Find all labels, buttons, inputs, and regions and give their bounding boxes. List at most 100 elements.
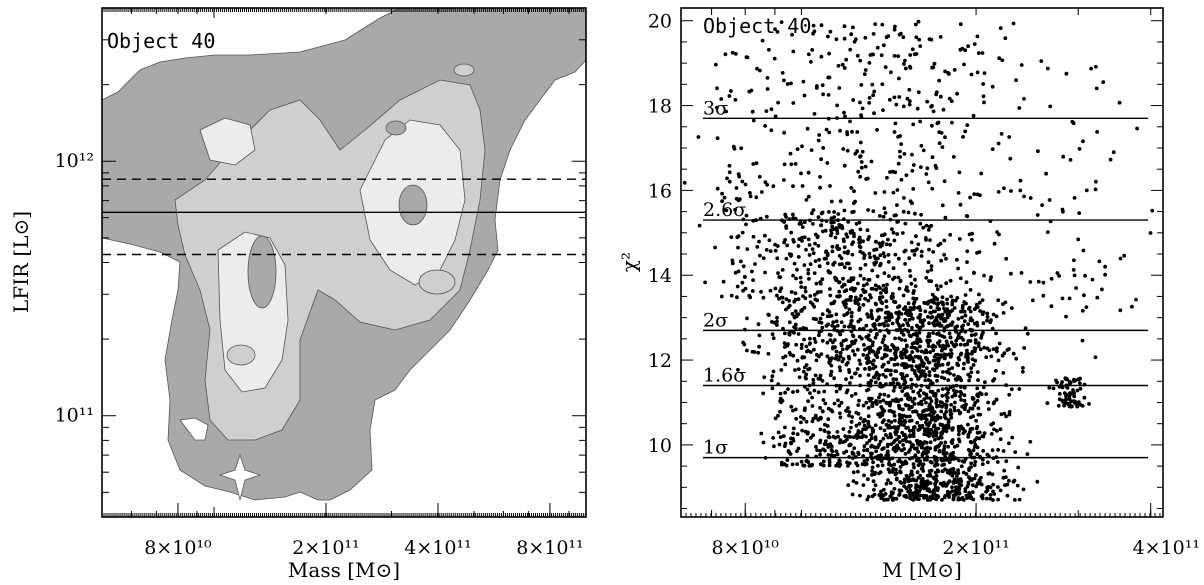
scatter-point (925, 366, 929, 371)
scatter-point (1082, 293, 1086, 298)
scatter-point (927, 497, 932, 501)
scatter-point (926, 344, 931, 348)
scatter-point (1071, 121, 1076, 126)
scatter-point (973, 460, 978, 464)
scatter-point (871, 460, 875, 465)
scatter-point (856, 281, 860, 286)
scatter-point (975, 445, 980, 450)
scatter-point (888, 381, 893, 386)
scatter-point (1055, 271, 1060, 275)
scatter-point (889, 420, 894, 424)
scatter-point (829, 444, 834, 449)
scatter-point (778, 409, 782, 414)
scatter-point (1022, 194, 1026, 199)
scatter-point (965, 348, 969, 353)
scatter-point (793, 407, 798, 412)
scatter-point (881, 337, 886, 342)
scatter-point (833, 235, 838, 240)
scatter-point (835, 452, 840, 457)
scatter-point (928, 379, 933, 383)
scatter-point (953, 489, 958, 493)
scatter-point (925, 445, 930, 450)
scatter-point (870, 404, 875, 408)
scatter-point (947, 367, 951, 372)
scatter-point (817, 333, 821, 338)
scatter-point (896, 322, 901, 327)
scatter-point (842, 163, 847, 168)
scatter-point (727, 163, 732, 168)
scatter-point (873, 423, 878, 428)
scatter-point (967, 378, 971, 383)
scatter-point (791, 436, 795, 441)
scatter-point (980, 457, 985, 462)
scatter-point (995, 460, 1000, 464)
scatter-point (750, 349, 755, 354)
scatter-point (697, 223, 702, 228)
scatter-point (1118, 308, 1123, 313)
scatter-point (1068, 158, 1073, 162)
scatter-point (960, 315, 964, 320)
scatter-point (842, 245, 847, 250)
scatter-point (928, 420, 932, 425)
scatter-point (761, 295, 766, 300)
scatter-point (1094, 64, 1098, 69)
scatter-point (806, 52, 811, 57)
scatter-point (1077, 147, 1082, 151)
scatter-point (845, 148, 850, 153)
scatter-point (867, 96, 872, 100)
scatter-point (878, 381, 883, 386)
scatter-point (948, 278, 953, 283)
scatter-point (958, 276, 963, 281)
scatter-point (897, 440, 902, 444)
scatter-point (959, 391, 964, 396)
scatter-point (897, 492, 902, 497)
scatter-point (862, 72, 867, 77)
scatter-point (878, 439, 883, 444)
scatter-point (914, 373, 919, 378)
y-tick-label: 16 (648, 180, 672, 202)
scatter-point (926, 260, 931, 265)
scatter-point (782, 78, 786, 83)
scatter-point (945, 301, 950, 306)
scatter-point (724, 109, 728, 114)
scatter-point (814, 444, 818, 449)
scatter-point (871, 323, 876, 327)
scatter-point (925, 99, 930, 104)
scatter-point (824, 127, 829, 132)
scatter-point (842, 110, 846, 115)
scatter-point (750, 289, 755, 293)
scatter-point (973, 338, 978, 342)
scatter-point (867, 61, 872, 65)
scatter-point (999, 412, 1004, 417)
scatter-point (920, 369, 925, 374)
scatter-point (990, 147, 995, 152)
scatter-point (873, 483, 878, 488)
scatter-point (866, 208, 870, 212)
scatter-point (779, 20, 784, 24)
scatter-point (916, 450, 921, 454)
scatter-point (937, 78, 941, 83)
scatter-point (912, 305, 916, 310)
scatter-point (1007, 392, 1012, 397)
scatter-point (780, 71, 785, 75)
scatter-point (813, 340, 818, 344)
scatter-point (883, 375, 888, 379)
scatter-point (907, 407, 912, 411)
scatter-point (1045, 401, 1050, 405)
scatter-point (754, 195, 759, 200)
scatter-point (996, 448, 1000, 452)
scatter-point (1094, 179, 1098, 184)
scatter-point (917, 489, 921, 494)
scatter-point (986, 400, 990, 405)
scatter-point (1014, 356, 1019, 361)
x-tick-label: 8×10¹⁰ (144, 537, 212, 559)
scatter-point (805, 126, 810, 131)
scatter-point (765, 87, 770, 91)
scatter-point (994, 397, 999, 402)
scatter-point (871, 430, 875, 434)
scatter-point (843, 114, 847, 119)
scatter-point (918, 344, 922, 349)
scatter-point (904, 439, 909, 444)
scatter-point (891, 410, 895, 414)
